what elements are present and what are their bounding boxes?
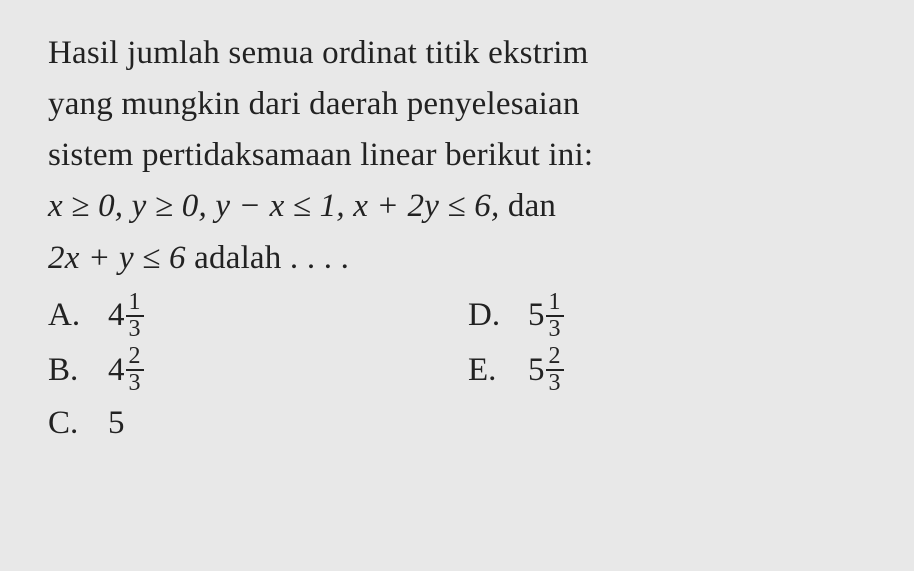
option-e-whole: 5 — [528, 345, 545, 396]
math-dan: dan — [499, 188, 556, 224]
question-line-3: sistem pertidaksamaan linear berikut ini… — [48, 137, 593, 173]
option-a-num: 1 — [126, 290, 144, 317]
option-d-fraction: 1 3 — [546, 290, 564, 342]
option-c-letter: C. — [48, 398, 108, 449]
option-d: D. 5 1 3 — [468, 290, 564, 342]
option-b-den: 3 — [126, 371, 144, 396]
question-line-2: yang mungkin dari daerah penyelesaian — [48, 86, 580, 122]
page: Hasil jumlah semua ordinat titik ekstrim… — [0, 0, 914, 480]
option-c-value: 5 — [108, 398, 125, 449]
option-e-den: 3 — [546, 371, 564, 396]
option-e-value: 5 2 3 — [528, 344, 564, 396]
option-a-whole: 4 — [108, 290, 125, 341]
option-b-whole: 4 — [108, 345, 125, 396]
option-c: C. 5 — [48, 398, 468, 449]
option-e-num: 2 — [546, 344, 564, 371]
option-d-den: 3 — [546, 317, 564, 342]
math-y4: y — [119, 240, 134, 276]
option-a-letter: A. — [48, 290, 108, 341]
option-row-1: A. 4 1 3 D. 5 1 3 — [48, 290, 874, 342]
option-e: E. 5 2 3 — [468, 344, 564, 396]
math-y2: y — [215, 188, 230, 224]
option-e-fraction: 2 3 — [546, 344, 564, 396]
option-d-value: 5 1 3 — [528, 290, 564, 342]
option-a-value: 4 1 3 — [108, 290, 144, 342]
option-row-2: B. 4 2 3 E. 5 2 3 — [48, 344, 874, 396]
question-line-5b: adalah . . . . — [186, 240, 349, 276]
question-line-1: Hasil jumlah semua ordinat titik ekstrim — [48, 35, 589, 71]
option-d-whole: 5 — [528, 290, 545, 341]
math-y: y — [132, 188, 147, 224]
option-d-num: 1 — [546, 290, 564, 317]
option-b-letter: B. — [48, 345, 108, 396]
math-x: x — [48, 188, 63, 224]
option-b-num: 2 — [126, 344, 144, 371]
option-e-letter: E. — [468, 345, 528, 396]
option-b-value: 4 2 3 — [108, 344, 144, 396]
math-y3: y — [424, 188, 439, 224]
option-b: B. 4 2 3 — [48, 344, 468, 396]
question-math-line-2: 2x + y ≤ 6 — [48, 240, 186, 276]
question-math-line: x ≥ 0, y ≥ 0, y − x ≤ 1, x + 2y ≤ 6, — [48, 188, 499, 224]
question-text: Hasil jumlah semua ordinat titik ekstrim… — [48, 28, 874, 284]
option-d-letter: D. — [468, 290, 528, 341]
option-b-fraction: 2 3 — [126, 344, 144, 396]
option-a-fraction: 1 3 — [126, 290, 144, 342]
math-x2: x — [270, 188, 285, 224]
math-x3: x — [353, 188, 368, 224]
option-a: A. 4 1 3 — [48, 290, 468, 342]
math-x4: x — [65, 240, 80, 276]
option-row-3: C. 5 — [48, 398, 874, 449]
options: A. 4 1 3 D. 5 1 3 — [48, 290, 874, 450]
option-a-den: 3 — [126, 317, 144, 342]
